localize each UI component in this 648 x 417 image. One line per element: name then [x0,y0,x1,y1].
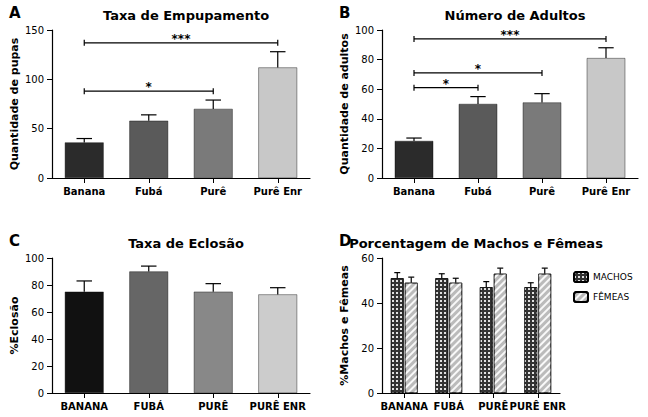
svg-text:60: 60 [361,253,374,264]
svg-text:100: 100 [355,25,374,36]
svg-text:B: B [339,4,350,22]
svg-text:PURÊ: PURÊ [198,400,228,412]
svg-text:PURÊ: PURÊ [478,400,508,412]
svg-text:60: 60 [31,307,44,318]
svg-text:Fubá: Fubá [135,186,162,197]
svg-text:***: *** [501,28,521,42]
svg-text:80: 80 [361,54,374,65]
svg-text:Banana: Banana [393,186,435,197]
svg-text:Purê: Purê [529,186,555,197]
svg-text:20: 20 [31,361,44,372]
svg-text:Quantidade de adultos: Quantidade de adultos [338,33,351,175]
svg-text:BANANA: BANANA [380,401,428,412]
svg-text:150: 150 [25,25,44,36]
svg-text:Quantidade de pupas: Quantidade de pupas [8,37,21,170]
svg-text:40: 40 [361,298,374,309]
svg-text:80: 80 [31,280,44,291]
svg-text:BANANA: BANANA [60,401,108,412]
svg-text:FUBÁ: FUBÁ [134,400,165,412]
svg-text:0: 0 [38,173,44,184]
svg-text:20: 20 [361,143,374,154]
svg-text:60: 60 [361,84,374,95]
svg-text:PURÊ ENR: PURÊ ENR [510,400,567,412]
svg-text:C: C [9,232,20,250]
svg-text:%Machos e Fêmeas: %Machos e Fêmeas [338,265,351,386]
svg-text:Purê Enr: Purê Enr [582,186,631,197]
svg-text:PURÊ ENR: PURÊ ENR [250,400,307,412]
svg-text:40: 40 [31,334,44,345]
svg-text:*: * [443,77,450,91]
svg-text:100: 100 [25,74,44,85]
svg-text:100: 100 [25,253,44,264]
svg-text:Purê: Purê [200,186,226,197]
svg-text:Fubá: Fubá [464,186,491,197]
svg-text:***: *** [172,32,192,46]
svg-text:40: 40 [361,113,374,124]
svg-text:FÊMEAS: FÊMEAS [593,291,629,302]
svg-text:Taxa de Eclosão: Taxa de Eclosão [128,236,244,251]
svg-text:Banana: Banana [63,186,105,197]
svg-text:0: 0 [368,388,374,399]
svg-text:50: 50 [31,123,44,134]
svg-text:0: 0 [38,388,44,399]
svg-text:Taxa de Empupamento: Taxa de Empupamento [103,8,269,23]
svg-text:FUBÁ: FUBÁ [434,400,465,412]
svg-text:20: 20 [361,343,374,354]
svg-text:*: * [475,62,482,76]
svg-text:0: 0 [368,173,374,184]
svg-text:D: D [339,232,351,250]
svg-text:Porcentagem de Machos e Fêmeas: Porcentagem de Machos e Fêmeas [349,236,603,251]
svg-text:%Eclosão: %Eclosão [8,296,21,354]
svg-text:A: A [9,4,21,22]
svg-text:Purê Enr: Purê Enr [253,186,302,197]
svg-text:*: * [146,80,153,94]
svg-text:MACHOS: MACHOS [593,272,633,282]
svg-text:Número de Adultos: Número de Adultos [445,8,586,23]
